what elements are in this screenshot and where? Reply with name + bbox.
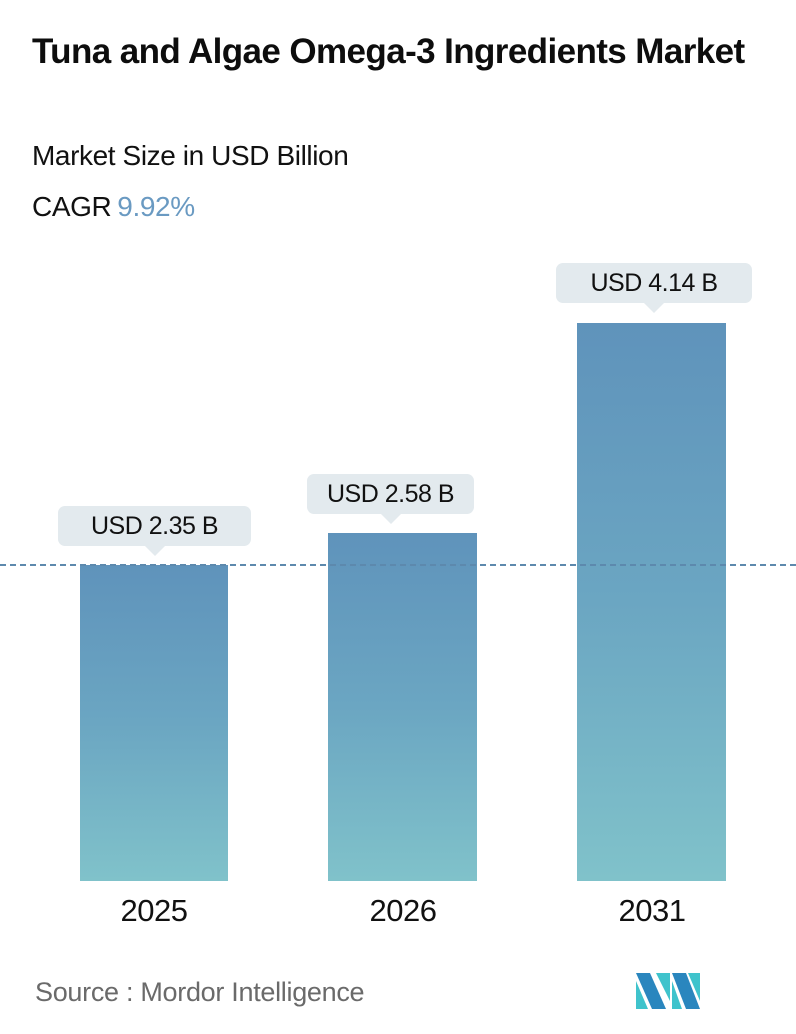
cagr-row: CAGR 9.92% — [32, 191, 195, 223]
bar-2026 — [328, 533, 477, 881]
source-text: Source : Mordor Intelligence — [35, 977, 365, 1007]
cagr-label: CAGR — [32, 191, 112, 222]
mordor-intelligence-logo-icon — [636, 973, 700, 1009]
data-label-2031: USD 4.14 B — [556, 263, 752, 313]
cagr-value: 9.92% — [117, 191, 195, 222]
x-label-2031: 2031 — [618, 893, 686, 928]
chart-subtitle: Market Size in USD Billion — [32, 140, 349, 171]
chart-title: Tuna and Algae Omega-3 Ingredients Marke… — [32, 32, 745, 71]
reference-dashed-line — [0, 564, 796, 566]
data-label-2026: USD 2.58 B — [307, 474, 474, 524]
bar-2031 — [577, 323, 726, 881]
x-label-2025: 2025 — [120, 893, 188, 928]
x-label-2026: 2026 — [369, 893, 437, 928]
bar-2025 — [80, 565, 228, 881]
data-label-2025: USD 2.35 B — [58, 506, 251, 556]
